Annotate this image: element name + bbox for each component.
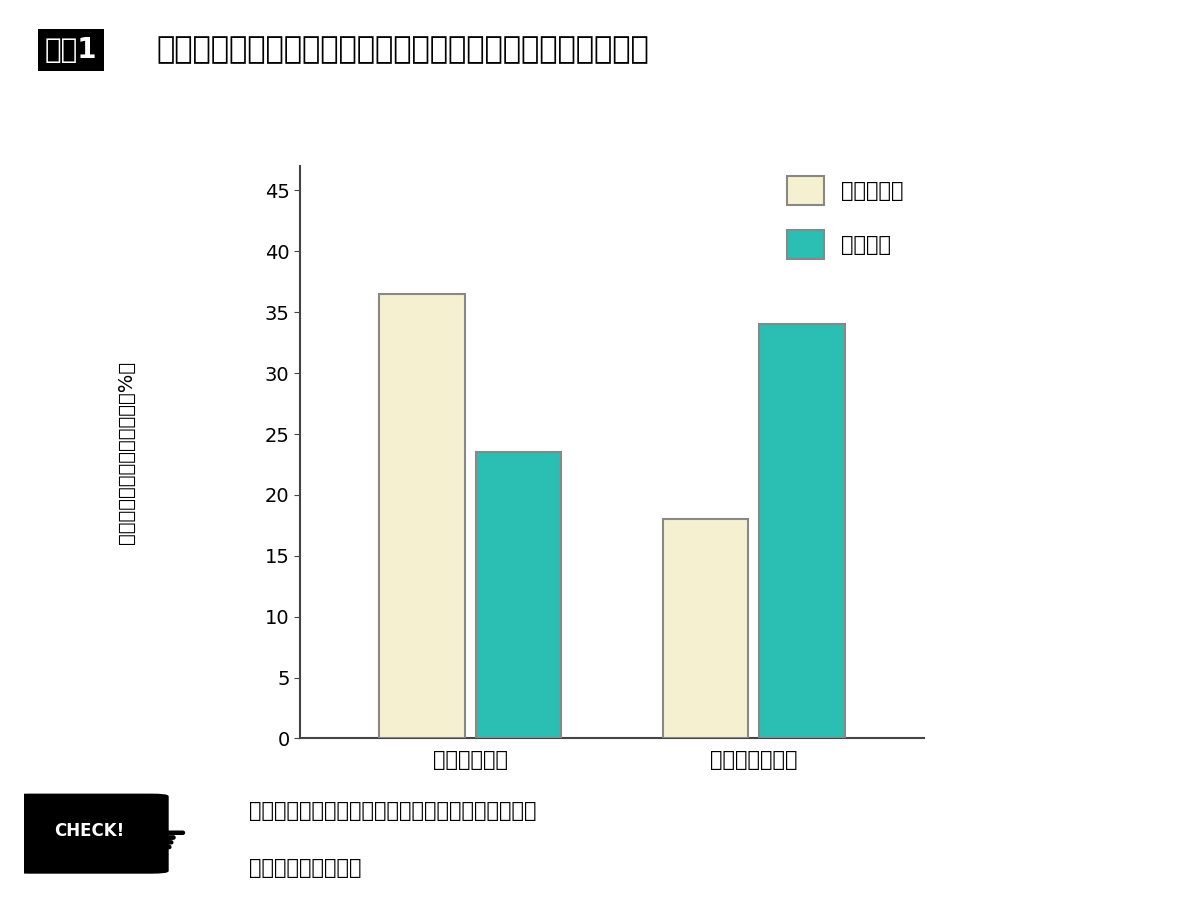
Text: 最大筋力型と筋肥大型による筋力トレーニングの効果の比較: 最大筋力型と筋肥大型による筋力トレーニングの効果の比較 <box>156 35 649 65</box>
Bar <box>760 324 845 738</box>
Text: CHECK!: CHECK! <box>54 821 125 840</box>
Bar <box>476 452 560 738</box>
Bar <box>664 520 748 738</box>
Text: 大きく異なります。: 大きく異なります。 <box>248 858 361 878</box>
Text: ☛: ☛ <box>148 821 188 864</box>
Text: 筋力トレーニングの方法によって、得られる効果は: 筋力トレーニングの方法によって、得られる効果は <box>248 801 536 821</box>
FancyBboxPatch shape <box>12 795 168 873</box>
Legend: 最大筋力型, 筋肥大型: 最大筋力型, 筋肥大型 <box>776 165 913 270</box>
Text: 図表1: 図表1 <box>44 36 97 64</box>
Bar <box>379 294 464 738</box>
Text: トレーニングによる増加率（%）: トレーニングによる増加率（%） <box>116 361 136 544</box>
